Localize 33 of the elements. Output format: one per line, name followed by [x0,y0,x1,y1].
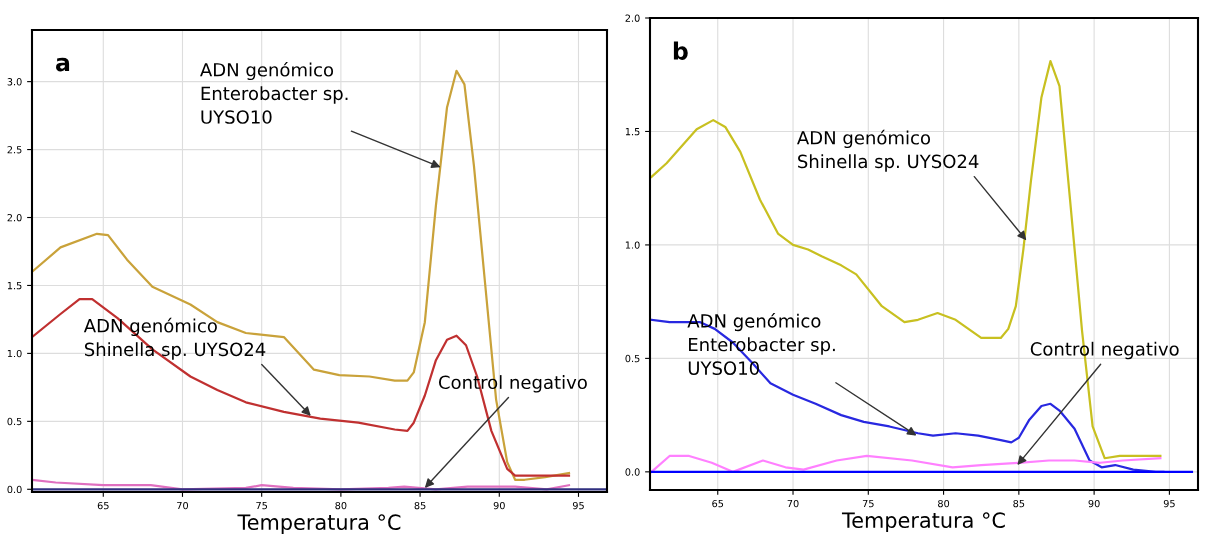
x-tick-label: 70 [787,499,799,508]
x-axis-title: Temperatura °C [841,512,1005,533]
y-tick-label: 0.0 [7,485,22,494]
y-tick-label: 3.0 [7,78,22,86]
y-tick-label: 2.0 [625,14,640,22]
y-tick-label: 1.5 [7,282,22,290]
y-tick-label: 0.5 [625,354,640,363]
x-tick-label: 75 [256,502,268,510]
x-tick-label: 95 [572,501,584,510]
y-tick-label: 2.5 [7,146,22,154]
x-tick-label: 65 [97,501,109,510]
x-tick-label: 80 [938,499,950,508]
y-tick-label: 1.5 [625,128,640,136]
y-tick-label: 0.5 [7,417,22,426]
x-tick-label: 95 [1163,499,1175,508]
annotation: ADN genómico Enterobacter sp. UYSO10 [200,61,348,124]
annotation: ADN genómico Shinella sp. UYSO24 [83,317,266,360]
annotation: b [673,41,688,60]
y-tick-label: 1.0 [7,349,22,358]
x-tick-label: 65 [712,499,724,508]
annotation: a [56,57,70,72]
x-tick-label: 85 [414,501,426,510]
x-tick-label: 80 [335,501,347,510]
x-tick-label: 90 [493,501,505,510]
x-axis-title: Temperatura °C [237,514,401,535]
x-tick-label: 75 [862,500,874,508]
y-tick-label: 1.0 [625,241,640,249]
x-tick-label: 85 [1013,499,1025,508]
annotation: ADN genómico Shinella sp. UYSO24 [797,129,979,172]
y-tick-label: 2.0 [7,214,22,222]
x-tick-label: 70 [177,501,189,510]
y-tick-label: 0.0 [625,468,640,476]
x-tick-label: 90 [1088,499,1100,508]
